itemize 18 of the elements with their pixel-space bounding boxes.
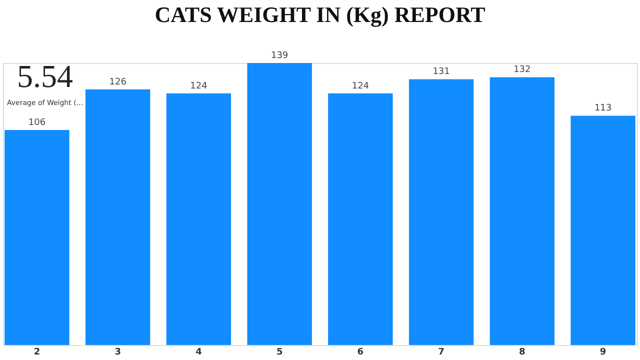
x-tick-label: 5	[276, 348, 283, 358]
data-label: 106	[28, 118, 46, 128]
annotation: 5.54	[17, 58, 73, 94]
data-label: 124	[190, 81, 208, 92]
x-tick-label: 9	[600, 348, 606, 358]
x-tick-label: 7	[438, 348, 444, 358]
data-label: 132	[514, 65, 531, 76]
x-tick-label: 6	[357, 348, 364, 358]
x-tick-label: 2	[34, 348, 40, 358]
x-tick-label: 3	[114, 348, 121, 358]
x-tick-label: 8	[519, 348, 526, 358]
data-label: 139	[270, 51, 288, 61]
data-label: 126	[109, 77, 127, 88]
chart-title: CATS WEIGHT IN (Kg) REPORT	[154, 2, 486, 27]
x-tick-label: 4	[196, 348, 202, 358]
data-label: 131	[432, 67, 450, 78]
data-label: 124	[352, 81, 370, 92]
data-label: 113	[594, 104, 612, 114]
